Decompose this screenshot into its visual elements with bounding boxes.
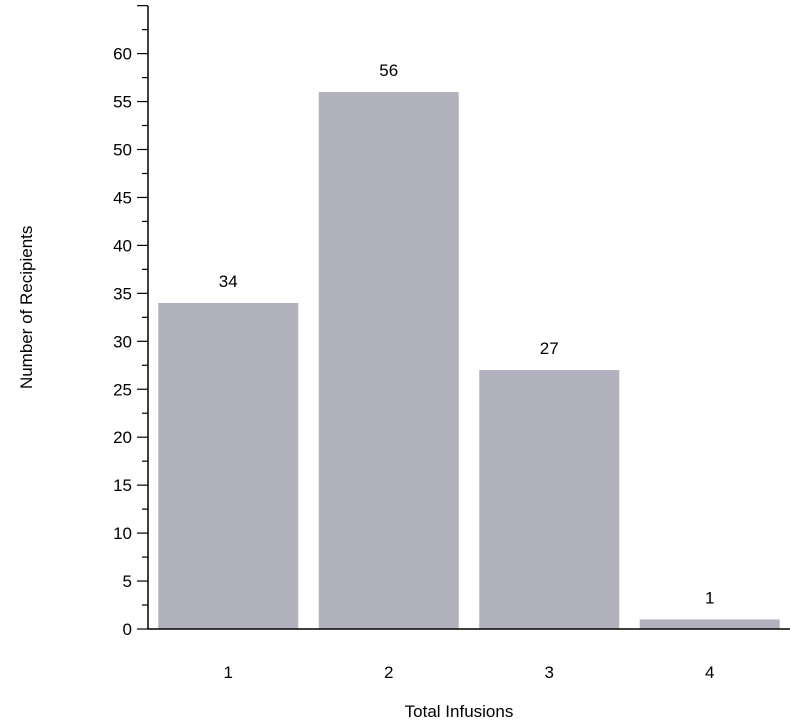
x-tick-label: 3 <box>545 663 554 682</box>
data-label-1: 34 <box>219 272 238 291</box>
bar-2 <box>318 91 459 629</box>
x-tick-label: 2 <box>384 663 393 682</box>
data-label-2: 56 <box>379 61 398 80</box>
y-tick-label: 20 <box>113 428 132 447</box>
y-tick-label: 30 <box>113 332 132 351</box>
x-axis-ticks: 1 2 3 4 <box>224 663 715 682</box>
x-axis-title: Total Infusions <box>405 702 514 721</box>
bar-3 <box>479 370 620 629</box>
y-tick-label: 60 <box>113 45 132 64</box>
y-axis-title: Number of Recipients <box>17 226 36 389</box>
x-tick-label: 1 <box>224 663 233 682</box>
y-tick-label: 45 <box>113 188 132 207</box>
bars: 34 56 27 1 <box>158 61 780 629</box>
y-tick-label: 40 <box>113 236 132 255</box>
bar-1 <box>158 302 299 629</box>
y-tick-label: 35 <box>113 284 132 303</box>
y-axis-ticks: 0 5 10 15 20 25 30 35 40 45 50 55 60 <box>113 5 148 639</box>
y-tick-label: 10 <box>113 524 132 543</box>
y-tick-label: 5 <box>123 572 132 591</box>
x-tick-label: 4 <box>705 663 714 682</box>
bar-4 <box>639 619 780 629</box>
y-tick-label: 25 <box>113 380 132 399</box>
y-tick-label: 0 <box>123 620 132 639</box>
y-tick-label: 50 <box>113 141 132 160</box>
y-tick-label: 15 <box>113 476 132 495</box>
data-label-4: 1 <box>705 588 714 607</box>
data-label-3: 27 <box>540 339 559 358</box>
y-tick-label: 55 <box>113 93 132 112</box>
